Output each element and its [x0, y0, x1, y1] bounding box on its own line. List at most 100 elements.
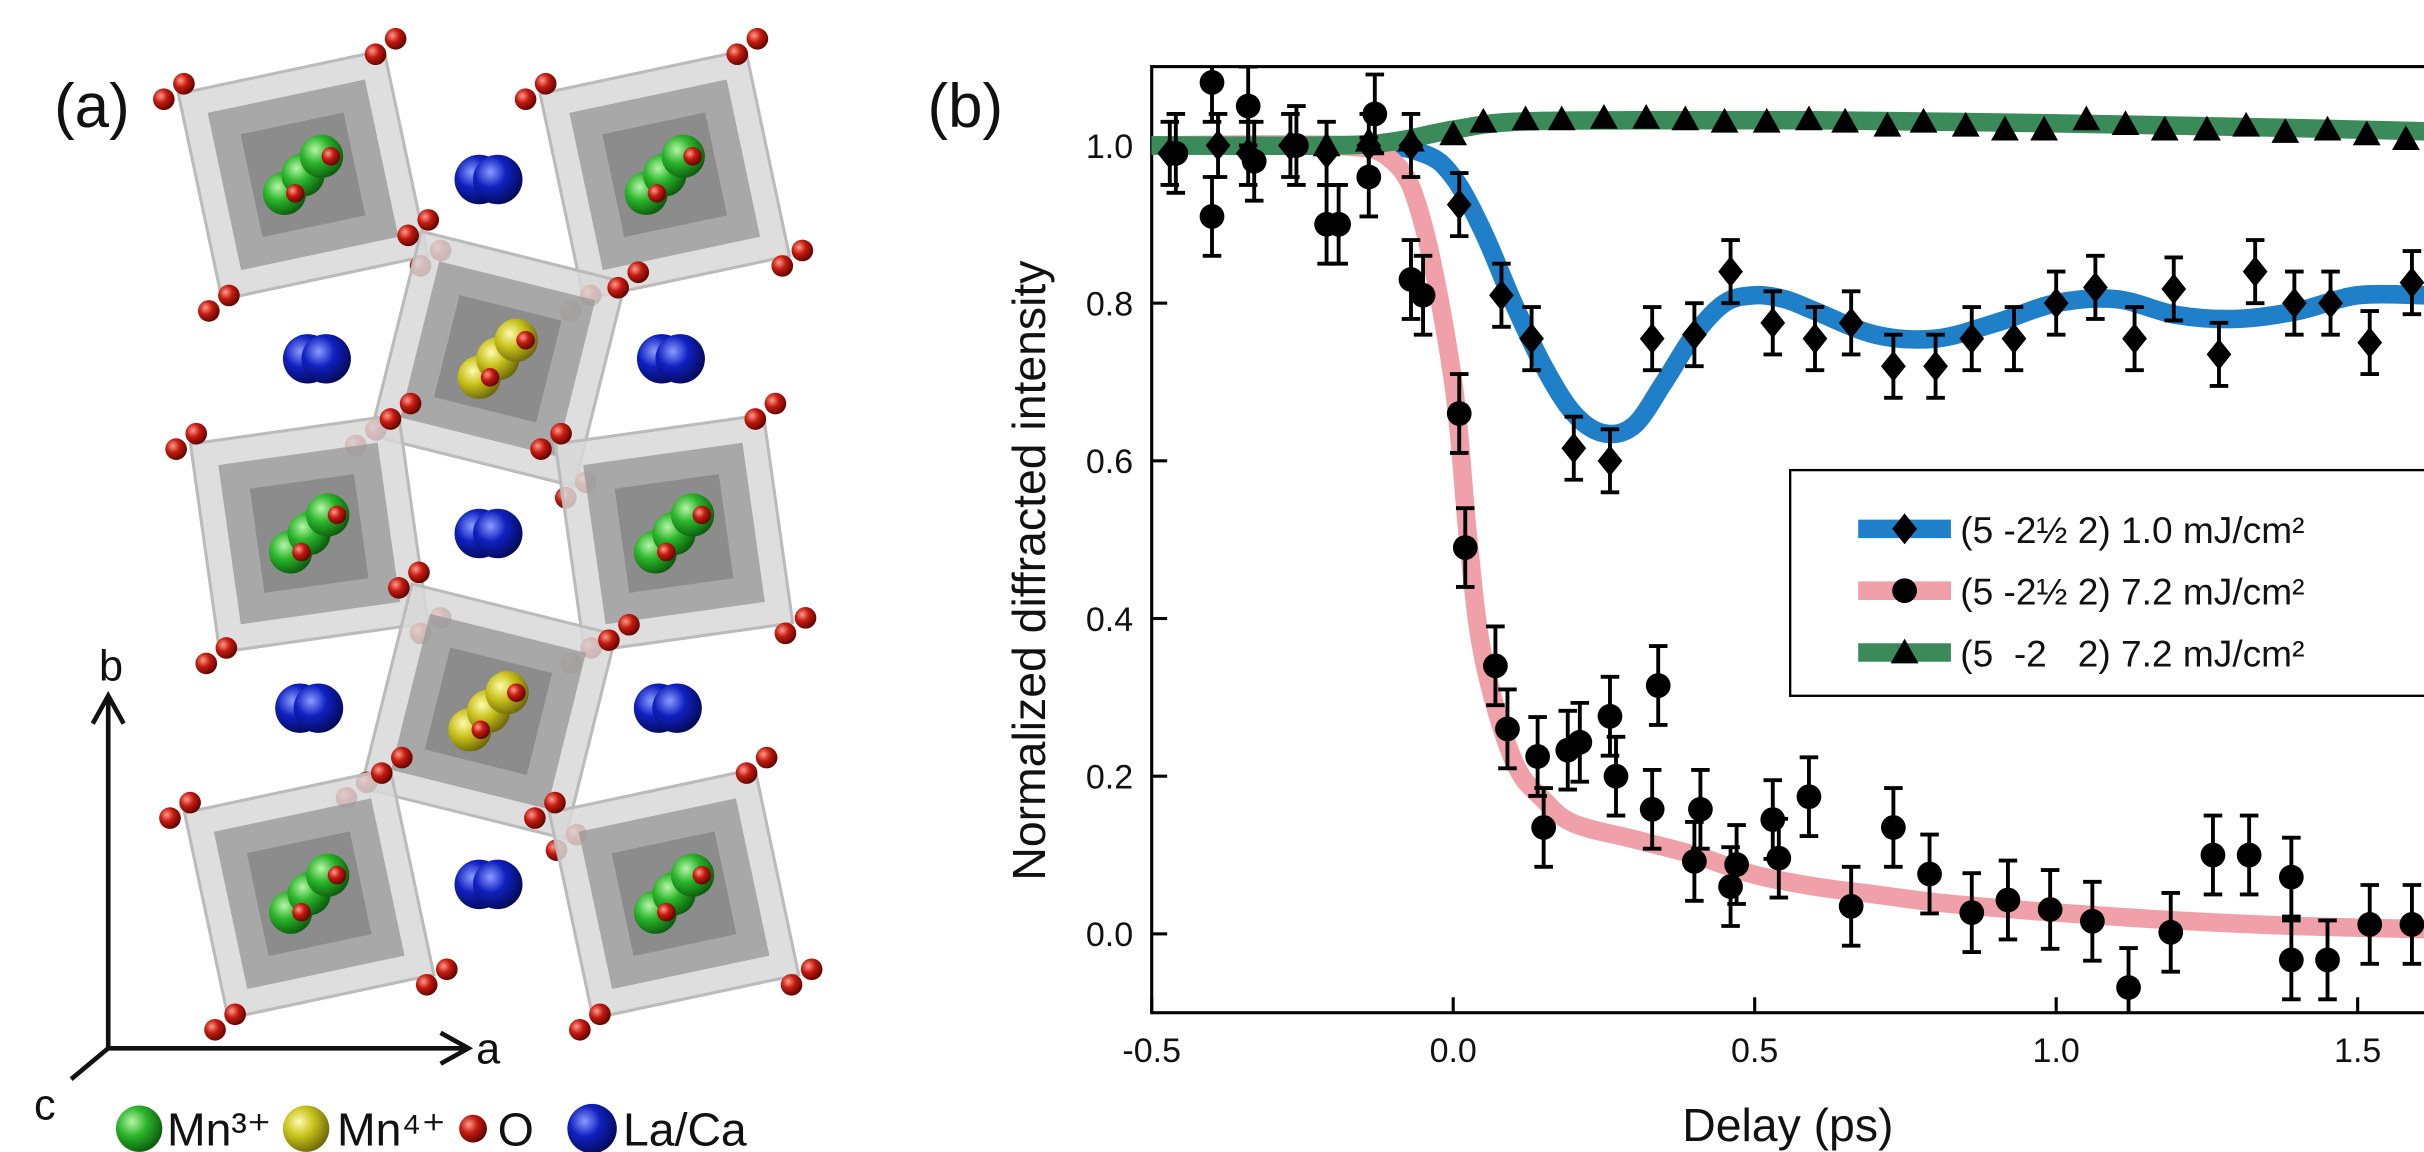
axis-arrow: [69, 1046, 110, 1081]
oxygen: [480, 368, 500, 387]
marker: [2161, 273, 2187, 305]
legend-marker: [1890, 638, 1919, 664]
marker: [1597, 445, 1623, 477]
oxygen: [800, 958, 823, 981]
marker: [1838, 893, 1864, 919]
marker: [2357, 912, 2383, 937]
oxygen: [185, 422, 208, 445]
x-tick-label: 1.5: [2334, 1032, 2381, 1070]
marker: [1917, 861, 1942, 887]
oxygen: [179, 791, 201, 814]
marker: [1469, 107, 1498, 133]
la-ca: [473, 859, 523, 910]
marker: [1639, 796, 1665, 822]
marker: [1881, 350, 1906, 382]
marker: [1531, 815, 1557, 840]
marker: [1796, 784, 1822, 810]
oxygen: [683, 147, 702, 166]
marker: [2232, 111, 2261, 137]
marker: [1710, 107, 1739, 133]
oxygen: [471, 720, 491, 740]
marker: [1199, 204, 1225, 229]
oxygen: [218, 284, 240, 307]
oxygen: [153, 88, 175, 111]
oxygen: [524, 807, 546, 829]
oxygen: [165, 438, 187, 460]
oxygen: [285, 184, 305, 203]
marker: [2079, 908, 2105, 934]
marker: [1632, 103, 1661, 129]
marker: [1561, 432, 1587, 464]
axis-label: b: [99, 642, 123, 690]
marker: [2030, 115, 2059, 141]
marker: [1959, 900, 1985, 925]
oxygen: [321, 147, 341, 166]
marker: [1567, 729, 1593, 755]
oxygen: [224, 1003, 246, 1026]
oxygen: [771, 255, 794, 277]
oxygen: [618, 613, 640, 636]
marker: [2278, 864, 2304, 890]
marker: [2158, 919, 2184, 945]
oxygen: [516, 330, 535, 350]
oxygen: [534, 72, 557, 95]
marker: [1397, 126, 1425, 152]
structure-legend: Mn³⁺ Mn⁴⁺ O La/Ca: [115, 1104, 747, 1152]
oxygen: [399, 392, 422, 415]
marker: [1923, 350, 1948, 382]
oxygen: [791, 239, 814, 262]
x-tick-label: 0.0: [1430, 1032, 1477, 1070]
la-ca: [655, 334, 705, 384]
marker: [1688, 796, 1713, 822]
manganese: [306, 493, 350, 537]
marker: [2352, 120, 2381, 146]
y-tick-label: 0.0: [1086, 916, 1133, 954]
marker: [1795, 105, 1823, 131]
marker: [1590, 103, 1618, 129]
oxygen: [415, 973, 438, 996]
plot-frame: [1150, 65, 2424, 1015]
fit-curve: [1151, 135, 2424, 444]
oxygen: [530, 438, 552, 460]
marker: [1838, 307, 1864, 339]
oxygen: [774, 622, 797, 645]
oxygen: [397, 224, 419, 247]
oxygen: [589, 1003, 611, 1026]
oxygen: [764, 392, 787, 415]
legend-text: O: [498, 1104, 534, 1152]
la-ca: [293, 683, 344, 733]
oxygen: [417, 209, 440, 231]
legend-sphere: [115, 1105, 163, 1152]
marker: [1495, 716, 1520, 742]
oxygen: [627, 261, 650, 284]
oxygen: [215, 637, 238, 659]
axis-label: c: [34, 1081, 56, 1129]
marker: [1991, 115, 2019, 141]
marker: [1163, 140, 1189, 166]
x-tick-label: -0.5: [1122, 1032, 1181, 1070]
arrow-head: [90, 691, 126, 725]
arrow-head: [439, 1030, 474, 1066]
marker: [1909, 107, 1938, 133]
marker: [1241, 148, 1267, 174]
marker: [1718, 874, 1743, 899]
marker: [1483, 653, 1508, 679]
oxygen: [204, 1018, 226, 1041]
legend-sphere: [282, 1105, 330, 1152]
panel-label: (b): [928, 72, 1004, 141]
marker: [1682, 848, 1707, 874]
oxygen: [408, 561, 430, 584]
marker: [1724, 852, 1749, 877]
oxygen: [327, 865, 347, 885]
legend: (5 -2½ 2) 1.0 mJ/cm² (5 -2½ 2) 7.2 mJ/cm²…: [1789, 468, 2424, 697]
oxygen: [657, 542, 676, 562]
marker: [1205, 130, 1231, 161]
oxygen: [388, 576, 410, 599]
oxygen: [292, 542, 311, 562]
y-tick-label: 0.8: [1086, 286, 1133, 324]
marker: [2150, 115, 2179, 141]
oxygen: [514, 88, 537, 111]
marker: [1603, 763, 1629, 789]
